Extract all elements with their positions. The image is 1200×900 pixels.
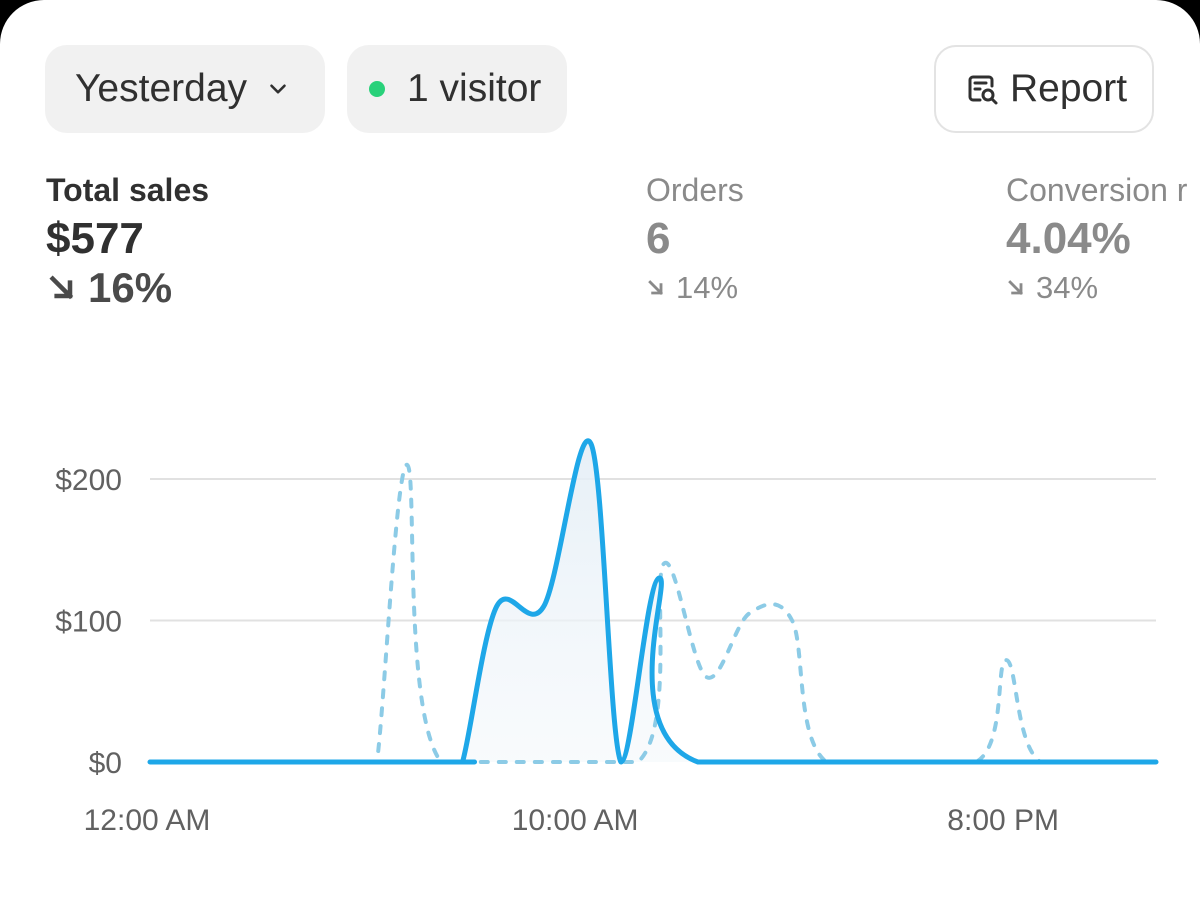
arrow-down-right-icon [1008, 280, 1024, 296]
x-tick-label: 8:00 PM [947, 804, 1059, 837]
metric-label: Total sales [46, 172, 210, 208]
live-visitors-button[interactable]: 1 visitor [347, 45, 567, 133]
metric-value: $577 [46, 214, 144, 263]
metric-label: Conversion r [1006, 172, 1188, 208]
metric-change: 16% [46, 266, 209, 310]
live-status-dot [369, 81, 385, 97]
metric-change: 34% [1006, 266, 1187, 310]
metric-change-value: 34% [1036, 270, 1099, 305]
metric-orders[interactable]: Orders 6 14% [646, 170, 744, 310]
report-search-icon [968, 75, 998, 105]
y-tick-label: $0 [89, 747, 122, 780]
date-range-label: Yesterday [75, 67, 248, 110]
report-button[interactable]: Report [934, 45, 1154, 133]
visitors-label: 1 visitor [407, 67, 542, 110]
metric-change: 14% [646, 266, 744, 310]
date-range-selector[interactable]: Yesterday [45, 45, 325, 133]
metric-label: Orders [646, 172, 744, 208]
sales-chart[interactable]: $0 $100 $200 12:00 AM 10:00 AM 8:00 PM [0, 380, 1200, 876]
arrow-down-right-icon [648, 280, 664, 296]
y-tick-label: $200 [55, 464, 122, 497]
metric-change-value: 16% [88, 264, 173, 311]
metric-value: 4.04% [1006, 214, 1131, 263]
report-label: Report [1010, 67, 1128, 110]
series-line-current [147, 438, 1159, 765]
chevron-down-icon [270, 84, 286, 94]
y-tick-label: $100 [55, 606, 122, 639]
series-line-comparison [148, 462, 1158, 765]
metric-change-value: 14% [676, 270, 739, 305]
metric-value: 6 [646, 214, 671, 263]
x-tick-label: 10:00 AM [512, 804, 639, 837]
x-tick-label: 12:00 AM [84, 804, 211, 837]
metric-total-sales[interactable]: Total sales $577 16% [46, 170, 209, 310]
arrow-down-right-icon [49, 275, 74, 300]
metric-conversion-rate[interactable]: Conversion r 4.04% 34% [1006, 170, 1187, 310]
